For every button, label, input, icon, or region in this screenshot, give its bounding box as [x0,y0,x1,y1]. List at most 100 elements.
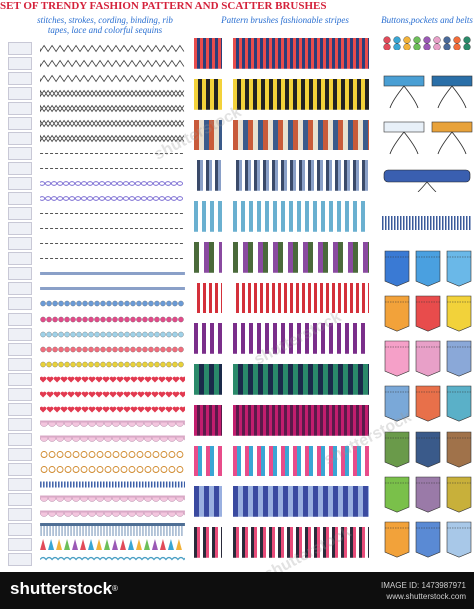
stitch-brush [40,316,184,322]
pocket-icon [446,431,472,468]
subtitle-stripes: Pattern brushes fashionable stripes [221,15,349,25]
stitch-brush [40,361,184,367]
brush-swatch [8,147,32,161]
pocket-icon [384,340,410,377]
stripe-brush [233,160,369,192]
belt-icon [431,121,473,155]
stitch-brush [40,331,184,337]
brush-swatch [8,462,32,476]
brush-swatch [8,342,32,356]
stitch-brush [40,134,185,143]
brush-swatch [8,267,32,281]
brush-swatch [8,207,32,221]
stitch-brush [40,272,185,276]
brush-swatch [8,522,32,536]
pocket-icon [446,386,472,422]
belt-icon [383,75,425,109]
pocket-icon [446,476,472,513]
brush-swatch [8,387,32,401]
stripe-swatch [194,404,222,436]
brush-swatch [8,492,32,506]
pocket-icon [415,386,441,422]
belt-icon [431,75,473,109]
stitch-brush [40,74,185,83]
page-title: SET OF TRENDY FASHION PATTERN AND SCATTE… [0,0,327,12]
stitch-brush [40,346,184,352]
brush-swatch [8,252,32,266]
brush-swatch [8,537,32,551]
pocket-icon [384,521,410,558]
stitch-brush [40,228,185,230]
stripe-brush [233,404,369,436]
stripe-brush [233,38,369,69]
stitch-brush [40,196,183,201]
stitch-brush [40,243,185,245]
stitch-brush [40,522,185,536]
site-url: www.shutterstock.com [386,592,466,601]
brush-swatch [8,132,32,146]
brush-swatch [8,177,32,191]
brush-swatch [8,222,32,236]
brush-swatch [8,192,32,206]
stripe-swatch [194,201,222,232]
stripe-brush [233,282,369,314]
brush-swatch [8,72,32,86]
brush-swatch [8,102,32,116]
pocket-icon [384,295,410,332]
pocket-icon [384,386,410,422]
stitch-brush [40,391,185,398]
colored-buttons-icon [383,36,471,50]
stitch-brush [40,258,185,260]
stripe-swatch [194,78,222,110]
pocket-icon [446,295,472,332]
brush-swatch [8,372,32,386]
stitch-brush [40,287,185,291]
stitch-brush [40,89,185,98]
pocket-icon [415,521,441,558]
stripe-brush [233,119,369,151]
brush-swatch [8,417,32,431]
brush-swatch [8,57,32,71]
stitch-brush [40,538,182,550]
brush-swatch [8,282,32,296]
brush-swatch [8,117,32,131]
pocket-icon [415,250,441,287]
brush-swatch [8,447,32,461]
stripe-brush [233,486,369,518]
stripe-brush [233,527,369,558]
stitch-brush [40,181,183,186]
brush-swatch [8,327,32,341]
brush-swatch [8,402,32,416]
shutterstock-logo: shutterstock® [10,579,118,598]
stripe-swatch [194,119,222,151]
stripe-brush [233,445,369,477]
pocket-icon [415,295,441,332]
stitch-brush [40,104,185,113]
subtitle-stitches: stitches, strokes, cording, binding, rib… [37,15,173,35]
stitch-brush [40,44,185,53]
stitch-brush [40,168,185,170]
pocket-icon [446,521,472,558]
belt-icon [382,216,471,230]
stitch-brush [40,406,185,413]
stripe-brush [233,241,369,273]
stitch-brush [40,153,185,155]
brush-swatch [8,42,32,56]
stitch-brush [40,435,185,442]
stitch-brush [40,556,185,561]
brush-swatch [8,297,32,311]
pocket-icon [415,340,441,377]
brush-swatch [8,507,32,521]
stripe-swatch [194,323,222,355]
belt-icon [383,121,425,155]
pocket-icon [384,250,410,287]
brush-swatch [8,477,32,491]
brush-swatch [8,162,32,176]
stitch-brush [40,59,185,68]
stripe-swatch [194,486,222,518]
stitch-brush [40,510,185,517]
pocket-icon [446,340,472,377]
stitch-brush [40,420,185,427]
brush-swatch [8,432,32,446]
stripe-swatch [194,527,222,558]
